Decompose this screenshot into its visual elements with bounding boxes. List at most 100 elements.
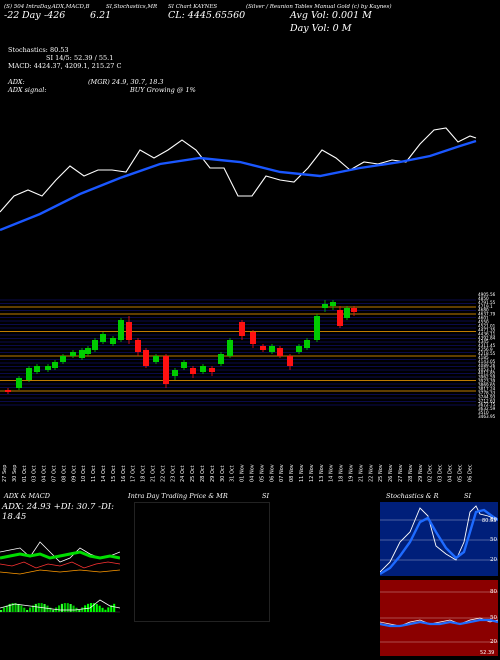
date-label: 21 Nov [358,464,364,482]
candle-body [143,350,149,366]
price-label: 4521.01 [478,323,496,328]
macd-bar [5,605,8,612]
adx-label: ADX: [8,78,25,86]
candle-body [337,310,343,326]
candle-body [304,340,310,348]
date-label: 04 Oct [42,465,48,482]
indicator-value-2: -426 [44,10,66,21]
candle-body [296,346,302,352]
date-label: 16 Oct [121,465,127,482]
candle-body [330,302,336,306]
macd-bar [113,603,116,612]
macd-bar [0,610,3,612]
si-readout: SI 14/5: 52.39 / 55.1 [46,54,114,62]
date-label: 08 Nov [289,464,295,482]
price-label: 4719.1 [478,304,493,309]
intraday-panel-title: Intra Day Trading Price & MR [128,492,228,500]
date-label: 21 Oct [151,465,157,482]
candle-body [85,348,91,354]
candle-body [45,366,51,370]
price-label: 4053.17 [478,367,496,372]
price-label: 4185 [478,355,489,360]
candle-body [314,316,320,340]
header-title-mid: SI,Stochastics,MR [106,4,158,10]
candle-body [163,356,169,384]
date-label: 26 Nov [388,464,394,482]
date-label: 05 Dec [457,464,463,482]
price-label: 4256.9 [478,347,493,352]
macd-bar [95,604,98,612]
price-label: 3778.33 [478,390,496,395]
candle-body [260,346,266,350]
price-label: 4601 [478,316,489,321]
day-volume: Day Vol: 0 M [290,23,352,34]
price-label: 4436.11 [478,331,496,336]
date-label: 29 Oct [210,465,216,482]
date-label: 04 Nov [250,464,256,482]
date-label: 28 Nov [408,464,414,482]
price-label: 4850 [478,296,489,301]
price-label: 4345 [478,339,489,344]
buy-signal: BUY Growing @ 1% [130,86,196,94]
date-label: 19 Nov [349,464,355,482]
candle-body [227,340,233,356]
candle-body [322,304,328,308]
indicator-value-3: 6.21 [90,10,112,21]
moving-average-line [0,139,477,232]
avg-volume: Avg Vol: 0.001 M [290,10,372,21]
date-label: 15 Oct [111,465,117,482]
date-label: 09 Oct [71,465,77,482]
price-axis: 4905.5648504791.554719.146804637.7946014… [478,292,496,419]
price-label: 4311.45 [478,343,496,348]
macd-readout: MACD: 4424.37, 4209.1, 215.27 C [8,62,122,70]
candle-body [60,356,66,362]
date-label: 18 Oct [141,465,147,482]
adx-signal-label: ADX signal: [8,86,47,94]
header-title-right: (Silver / Reunion Tables Manual Gold (c)… [246,4,392,10]
price-label: 4392.84 [478,335,496,340]
rsi-panel: 52.39 80 50 20 [380,580,498,656]
rsi-level-50: 50 [490,615,497,621]
candle-body [277,348,283,356]
date-label: 06 Nov [269,464,275,482]
macd-bar [92,603,95,612]
candle-body [34,366,40,372]
date-label: 07 Oct [52,465,58,482]
candle-body [118,320,124,340]
macd-bar [107,607,110,612]
adx-panel: ADX: 24.93 +DI: 30.7 -DI: 18.45 [0,500,120,625]
price-label: 3744.93 [478,394,496,399]
date-label: 14 Nov [329,464,335,482]
stoch-level-50: 50 [490,537,497,543]
candle-body [92,340,98,350]
macd-bar [69,604,72,612]
date-label: 03 Dec [438,464,444,482]
date-label: 13 Nov [319,464,325,482]
date-label: 11 Oct [91,465,97,482]
candle-body [200,366,206,372]
candles [5,300,357,394]
candle-body [70,352,76,356]
candle-body [190,368,196,374]
macd-bar [26,609,29,612]
adx-values: (MGR) 24.9, 30.7, 18.3 [88,78,164,86]
candle-body [172,370,178,376]
intraday-panel-si: SI [262,492,270,500]
macd-bar [20,605,23,612]
price-label: 3869.65 [478,383,496,388]
date-label: 25 Nov [378,464,384,482]
macd-bar [63,603,66,612]
candle-body [100,334,106,342]
macd-bar [14,603,17,612]
date-label: 18 Nov [339,464,345,482]
candle-body [344,308,350,318]
macd-bar [49,607,52,612]
date-label: 01 Nov [240,464,246,482]
date-label: 03 Oct [32,465,38,482]
price-label: 4089.26 [478,363,496,368]
date-label: 30 Oct [220,465,226,482]
price-label: 4471.35 [478,327,496,332]
date-label: 17 Oct [131,465,137,482]
candle-body [52,362,58,368]
macd-bar [81,607,84,612]
